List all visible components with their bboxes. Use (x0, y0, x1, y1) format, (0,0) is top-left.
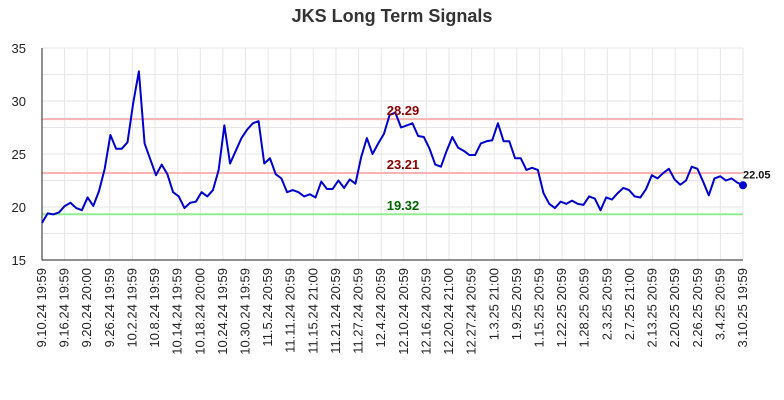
x-tick-label: 10.24.24 19:59 (215, 268, 230, 355)
x-tick-label: 9.16.24 19:59 (57, 268, 72, 348)
x-tick-label: 3.10.25 19:59 (735, 268, 750, 348)
x-tick-label: 11.27.24 20:59 (351, 268, 366, 354)
price-series-line (41, 70, 744, 224)
x-tick-label: 2.7.25 21:00 (622, 268, 637, 340)
x-tick-label: 1.3.25 21:00 (486, 268, 501, 340)
y-tick-label: 25 (12, 147, 26, 162)
x-tick-label: 1.9.25 20:59 (509, 268, 524, 340)
x-tick-label: 12.20.24 21:00 (441, 268, 456, 355)
y-tick-label: 35 (12, 41, 26, 56)
x-tick-label: 9.20.24 20:00 (79, 268, 94, 348)
x-tick-label: 9.10.24 19:59 (34, 268, 49, 348)
x-tick-label: 2.3.25 20:59 (599, 268, 614, 340)
x-tick-label: 11.21.24 20:59 (328, 268, 343, 354)
x-tick-label: 9.26.24 19:59 (102, 268, 117, 348)
x-tick-label: 2.26.25 20:59 (690, 268, 705, 348)
x-tick-label: 10.18.24 20:00 (192, 268, 207, 355)
x-tick-label: 3.4.25 20:59 (712, 268, 727, 340)
reference-line-label: 19.32 (387, 198, 420, 213)
y-tick-label: 30 (12, 94, 26, 109)
x-tick-label: 11.11.24 20:59 (283, 268, 298, 353)
x-tick-label: 12.16.24 20:59 (418, 268, 433, 355)
reference-line-label: 28.29 (387, 103, 420, 118)
x-tick-label: 12.10.24 20:59 (396, 268, 411, 355)
x-tick-label: 10.14.24 19:59 (170, 268, 185, 355)
last-value-label: 22.05 (743, 169, 771, 181)
reference-line-label: 23.21 (387, 157, 420, 172)
x-tick-label: 11.5.24 20:59 (260, 268, 275, 347)
x-tick-label: 10.2.24 19:59 (124, 268, 139, 348)
x-tick-label: 10.8.24 19:59 (147, 268, 162, 348)
x-tick-label: 2.20.25 20:59 (667, 268, 682, 348)
x-tick-label: 12.4.24 20:59 (373, 268, 388, 348)
chart-title: JKS Long Term Signals (291, 6, 493, 26)
x-tick-label: 1.15.25 20:59 (531, 268, 546, 348)
y-tick-label: 20 (12, 200, 26, 215)
x-tick-label: 12.27.24 20:59 (464, 268, 479, 355)
x-tick-label: 11.15.24 21:00 (305, 268, 320, 354)
x-tick-label: 1.28.25 20:59 (577, 268, 592, 348)
last-point-marker (739, 181, 747, 190)
y-tick-label: 15 (12, 253, 26, 268)
x-tick-label: 2.13.25 20:59 (645, 268, 660, 348)
x-tick-label: 10.30.24 19:59 (238, 268, 253, 355)
x-tick-label: 1.22.25 20:59 (554, 268, 569, 348)
